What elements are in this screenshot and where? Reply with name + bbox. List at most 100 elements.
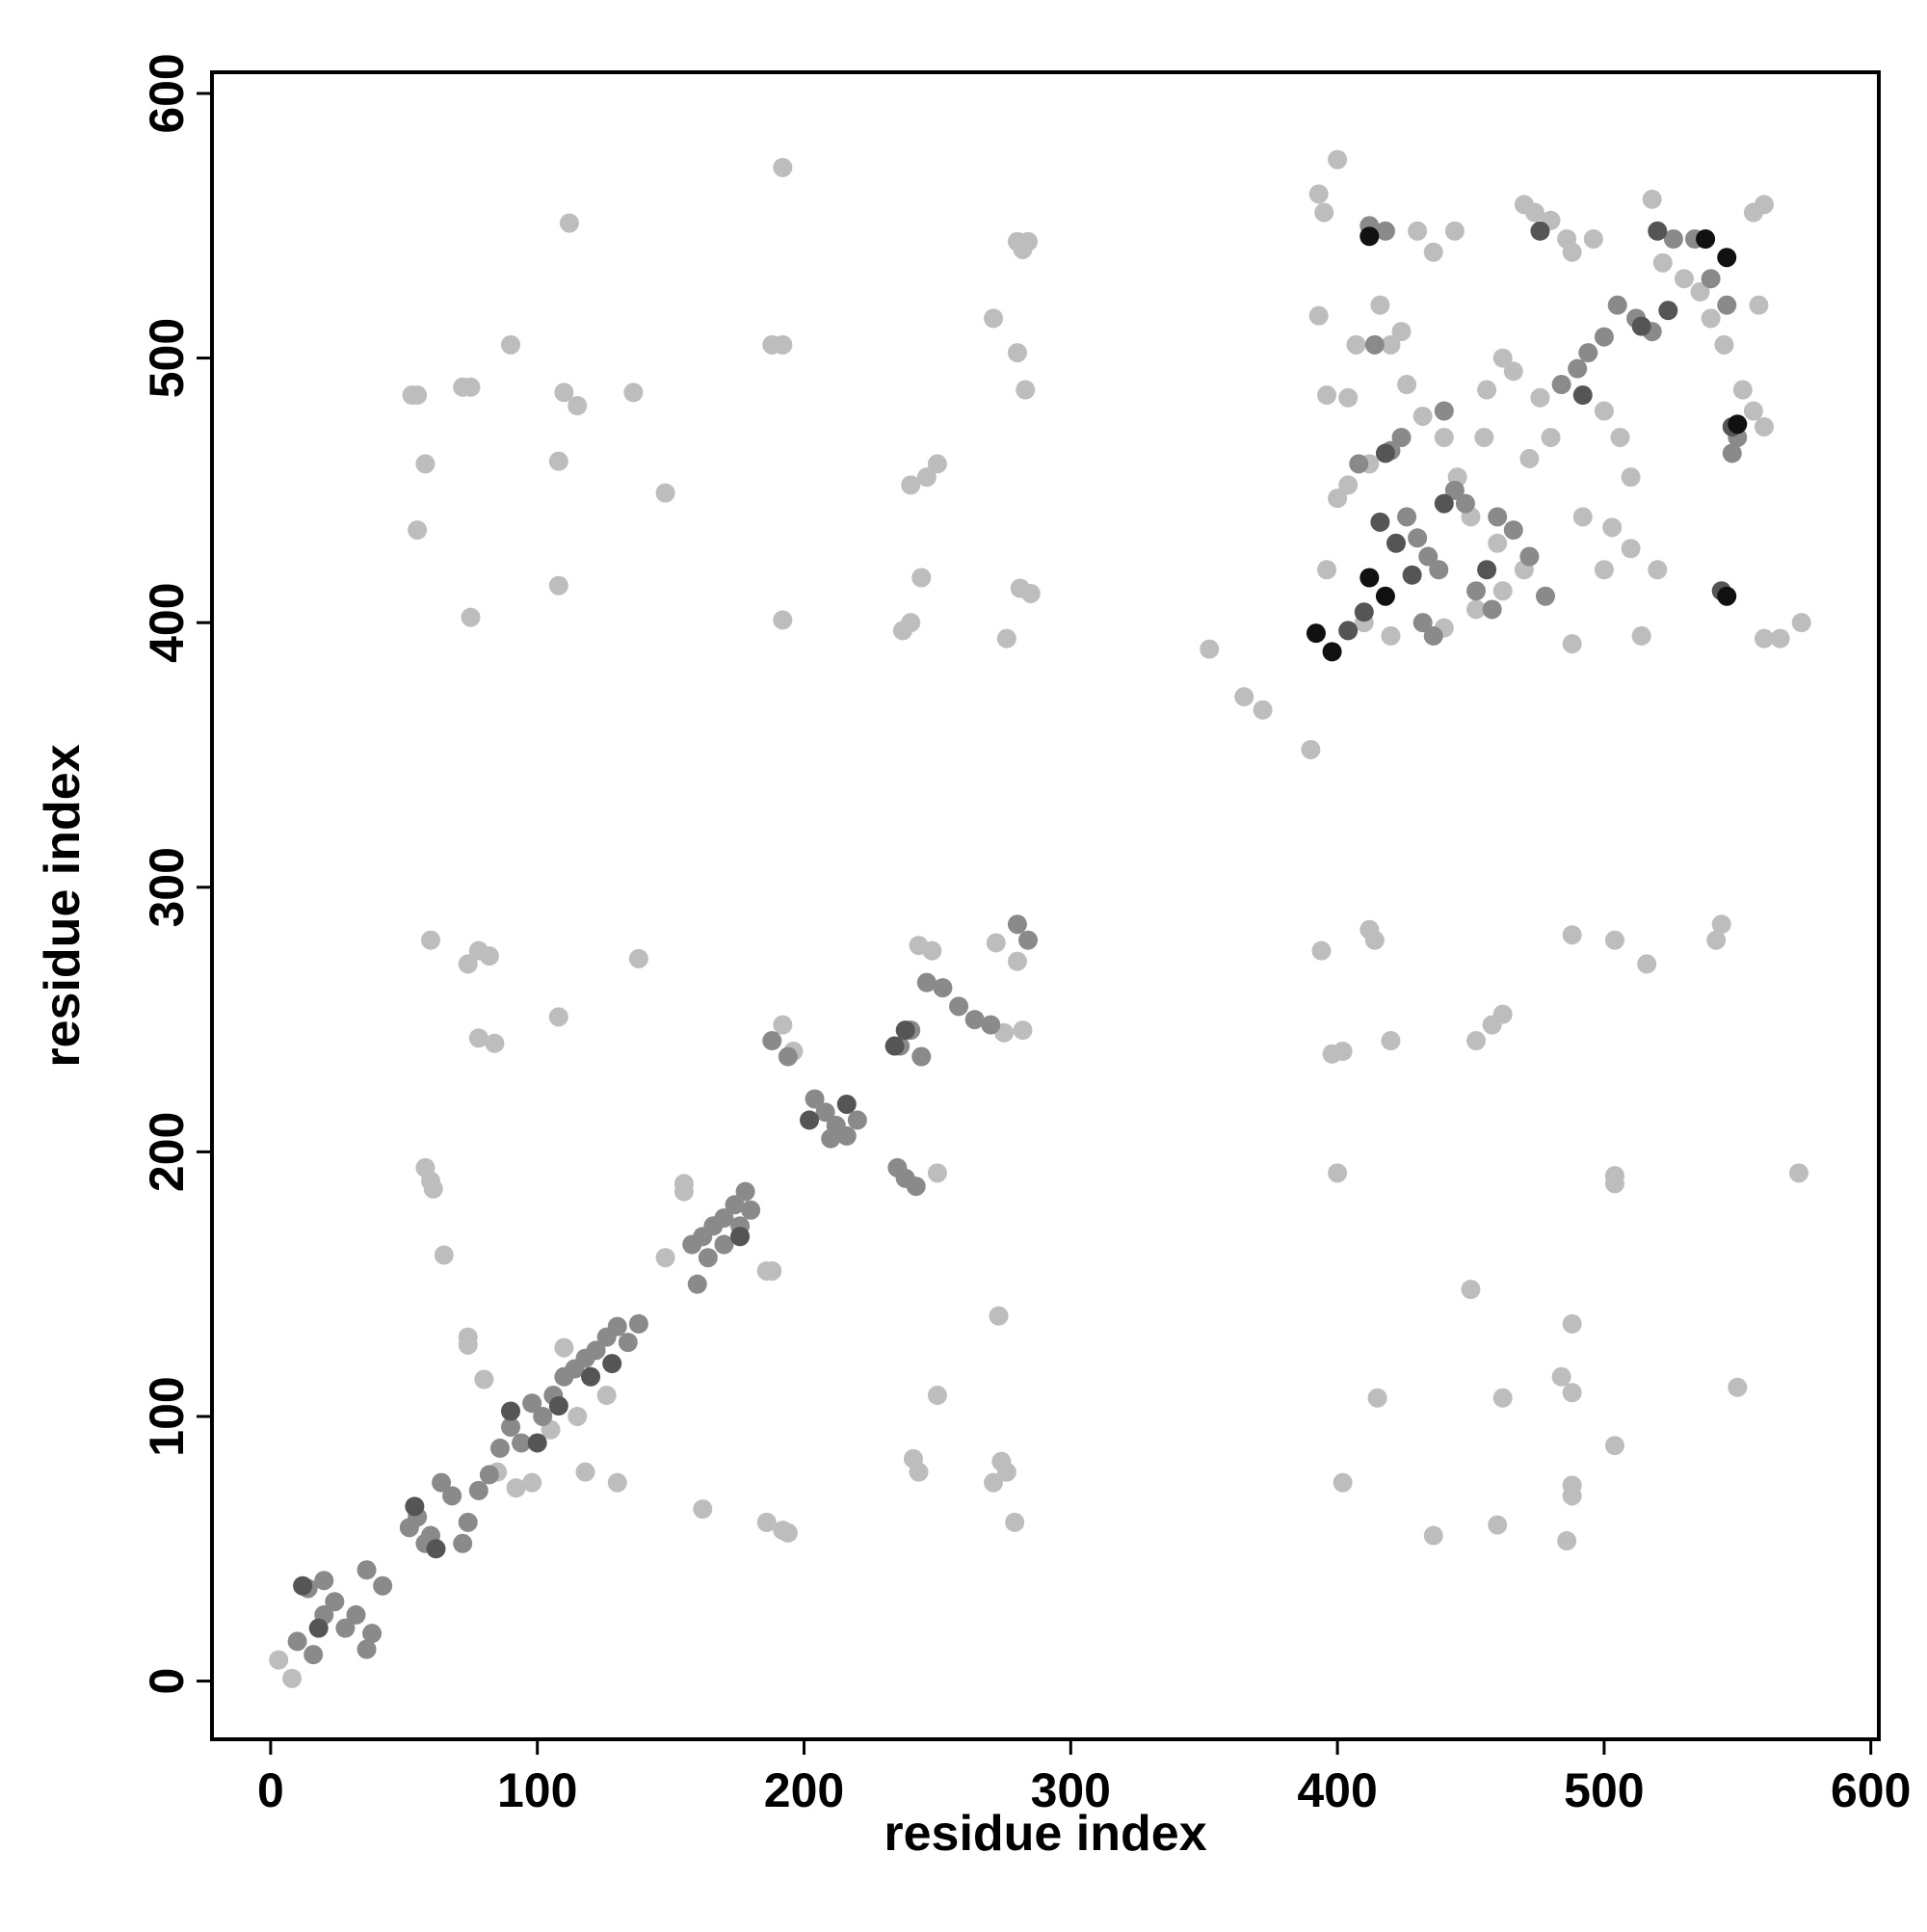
point: [725, 1195, 745, 1215]
point: [1602, 517, 1623, 538]
point: [805, 1089, 825, 1109]
point: [468, 1028, 488, 1048]
point: [1754, 195, 1774, 215]
point: [568, 396, 588, 415]
point: [1466, 581, 1487, 601]
point: [1474, 427, 1494, 447]
point: [522, 1393, 542, 1414]
point: [1412, 406, 1433, 426]
point: [1466, 599, 1487, 620]
point: [1557, 1531, 1577, 1551]
x-axis-title: residue index: [884, 1806, 1206, 1862]
point: [909, 1462, 929, 1482]
point: [1562, 1486, 1582, 1506]
point: [1572, 385, 1593, 406]
point: [1663, 229, 1683, 249]
plot-frame: [210, 70, 1881, 1741]
point: [346, 1604, 366, 1625]
point: [1364, 334, 1385, 355]
point: [906, 1177, 926, 1197]
point: [628, 1313, 648, 1334]
point: [1607, 295, 1627, 315]
x-tick-label: 200: [764, 1763, 844, 1817]
point: [506, 1478, 526, 1498]
point: [1519, 546, 1540, 567]
point: [581, 1366, 601, 1387]
point: [287, 1631, 307, 1652]
point: [1648, 560, 1668, 580]
point: [405, 1496, 425, 1517]
point: [1370, 512, 1390, 532]
point: [1444, 480, 1465, 500]
point: [1408, 221, 1428, 241]
point: [1333, 1472, 1353, 1493]
point: [1359, 568, 1380, 588]
point: [453, 1533, 473, 1553]
point: [548, 451, 568, 471]
point: [1007, 914, 1027, 935]
point: [1370, 295, 1390, 315]
point: [559, 213, 579, 233]
point: [1477, 380, 1497, 400]
point: [800, 1110, 820, 1130]
point: [623, 383, 644, 403]
point: [1308, 305, 1329, 326]
point: [1314, 202, 1334, 223]
point: [1732, 380, 1753, 400]
point: [501, 334, 521, 355]
x-tick-label: 600: [1831, 1763, 1911, 1817]
point: [916, 467, 937, 488]
point: [762, 1031, 782, 1051]
point: [1434, 427, 1454, 447]
point: [1530, 221, 1550, 241]
point: [1306, 623, 1326, 644]
point: [458, 1512, 478, 1532]
point: [1604, 1436, 1624, 1456]
point: [1770, 628, 1790, 648]
point: [949, 996, 969, 1017]
point: [1311, 940, 1332, 961]
point: [373, 1575, 393, 1596]
point: [1674, 269, 1694, 289]
point: [1402, 565, 1422, 585]
point: [1562, 242, 1582, 262]
point: [426, 1539, 446, 1559]
point: [461, 607, 481, 627]
point: [1562, 634, 1582, 654]
point: [1412, 613, 1433, 633]
point: [415, 454, 436, 474]
point: [989, 1306, 1009, 1326]
point: [901, 613, 921, 633]
point: [485, 1033, 505, 1053]
point: [607, 1316, 627, 1337]
point: [458, 1327, 478, 1347]
point: [1701, 269, 1721, 289]
point: [1572, 507, 1593, 527]
point: [1631, 316, 1651, 336]
point: [1492, 1388, 1513, 1408]
point: [1391, 322, 1412, 342]
point: [1749, 295, 1769, 315]
point: [895, 1020, 915, 1041]
point: [1541, 427, 1561, 447]
point: [1346, 334, 1366, 355]
point: [1367, 1388, 1387, 1408]
point: [269, 1650, 289, 1670]
point: [735, 1181, 755, 1202]
point: [1349, 454, 1369, 474]
point: [308, 1618, 329, 1638]
point: [778, 1046, 798, 1067]
point: [1423, 242, 1443, 262]
point: [655, 1248, 675, 1268]
point: [1253, 700, 1273, 720]
point: [933, 978, 953, 998]
x-tick-label: 100: [497, 1763, 577, 1817]
point: [1492, 348, 1513, 368]
point: [1013, 1020, 1033, 1041]
point: [1397, 507, 1417, 527]
point: [1488, 533, 1508, 553]
point: [1338, 621, 1359, 641]
point: [996, 1462, 1016, 1482]
point: [1503, 520, 1523, 541]
point: [984, 1472, 1004, 1493]
